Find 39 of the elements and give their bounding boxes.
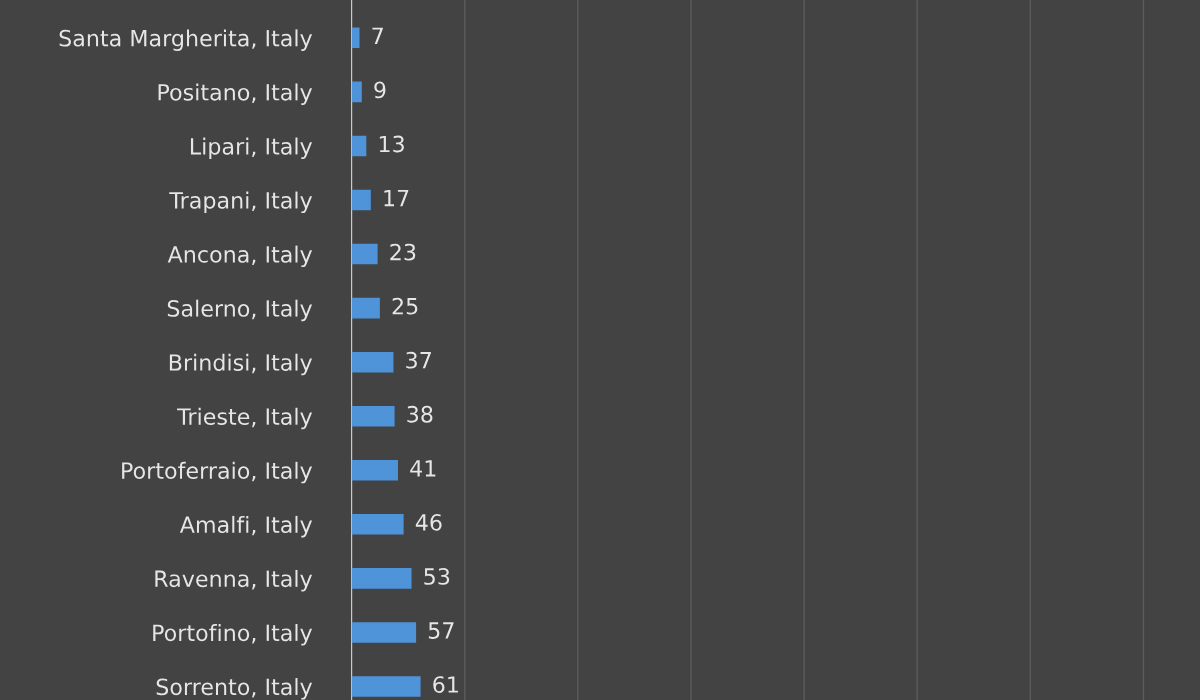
y-tick-label: Lipari, Italy [190,137,313,160]
data-label: 53 [424,568,450,585]
y-tick-label: Salerno, Italy [167,299,313,322]
data-label: 57 [428,622,454,639]
y-tick-label: Trieste, Italy [177,407,313,430]
data-label: 41 [410,460,436,477]
data-label: 37 [406,351,431,369]
data-label: 61 [433,676,458,693]
bar [351,135,367,157]
data-label: 46 [415,513,442,531]
data-label: 9 [374,81,386,99]
y-tick-label: Amalfi, Italy [179,515,313,538]
data-label: 17 [384,189,409,207]
bar [351,405,395,427]
bar [351,351,394,373]
data-label: 13 [379,135,404,153]
y-tick-label: Sorrento, Italy [156,678,313,700]
data-label: 38 [407,405,433,423]
bar [351,297,380,319]
y-tick-label: Santa Margherita, Italy [59,29,313,51]
y-tick-label: Brindisi, Italy [169,353,313,376]
data-label: 25 [392,297,418,315]
bar [351,243,378,265]
bar [351,189,371,211]
data-label: 7 [372,27,383,44]
bar [351,622,417,643]
bar [351,27,360,49]
y-tick-label: Positano, Italy [158,83,313,105]
y-tick-label: Ravenna, Italy [155,569,313,592]
data-label: 23 [390,243,416,261]
y-tick-label: Ancona, Italy [167,245,313,268]
bar [351,460,398,481]
bar [351,81,362,103]
y-tick-label: Trapani, Italy [169,191,313,214]
bar [351,514,404,535]
bar [351,676,421,697]
y-tick-label: Portofino, Italy [153,623,313,646]
bar [351,568,412,589]
y-tick-label: Portoferraio, Italy [122,461,313,484]
